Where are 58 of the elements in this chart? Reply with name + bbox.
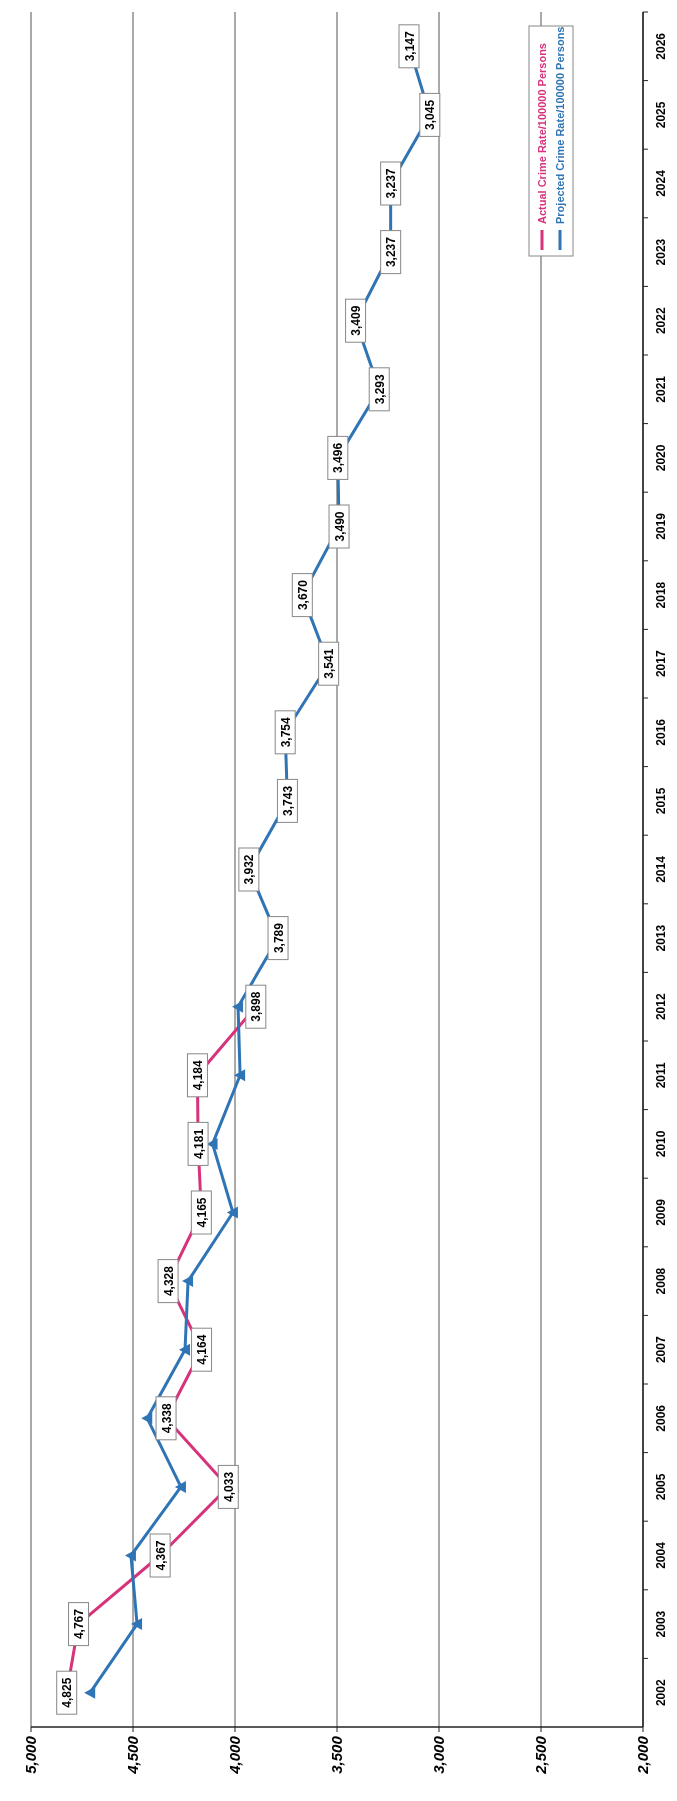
- y-tick-label: 2016: [654, 718, 669, 746]
- y-tick-label: 2004: [654, 1541, 669, 1569]
- data-label: 4,367: [153, 1540, 168, 1571]
- data-label: 3,789: [271, 922, 286, 954]
- y-tick-label: 2026: [654, 32, 669, 60]
- data-label: 3,496: [331, 442, 346, 473]
- y-tick-label: 2020: [654, 444, 669, 472]
- data-label: 3,237: [384, 168, 399, 199]
- data-label: 4,033: [221, 1471, 236, 1502]
- x-tick-label: 2,000: [634, 1735, 652, 1775]
- y-tick-label: 2018: [654, 581, 669, 609]
- x-tick-label: 4,000: [226, 1735, 244, 1775]
- y-tick-label: 2014: [654, 855, 669, 883]
- data-label: 4,181: [191, 1128, 206, 1159]
- data-label: 4,164: [195, 1334, 210, 1365]
- data-label: 3,743: [280, 785, 295, 816]
- y-tick-label: 2012: [654, 993, 669, 1021]
- data-label: 4,328: [161, 1265, 176, 1297]
- data-label: 4,165: [194, 1197, 209, 1228]
- x-tick-label: 4,500: [124, 1735, 142, 1775]
- data-label: 3,045: [423, 99, 438, 130]
- y-tick-label: 2011: [654, 1061, 669, 1089]
- data-label: 3,237: [384, 236, 399, 268]
- y-tick-label: 2003: [654, 1610, 669, 1638]
- y-tick-label: 2023: [654, 238, 669, 266]
- y-tick-label: 2021: [654, 375, 669, 403]
- y-tick-label: 2017: [654, 650, 669, 678]
- data-label: 4,767: [72, 1608, 87, 1640]
- y-tick-label: 2015: [654, 787, 669, 815]
- y-tick-label: 2010: [654, 1130, 669, 1158]
- data-label: 3,409: [349, 305, 364, 336]
- y-tick-label: 2013: [654, 924, 669, 952]
- y-tick-label: 2024: [654, 169, 669, 197]
- x-tick-label: 5,000: [22, 1735, 40, 1774]
- data-label: 3,898: [249, 991, 264, 1022]
- y-tick-label: 2007: [654, 1336, 669, 1364]
- y-tick-label: 2008: [654, 1267, 669, 1295]
- data-label: 3,932: [242, 854, 257, 885]
- data-label: 3,293: [372, 373, 387, 405]
- data-label: 3,490: [332, 511, 347, 542]
- y-tick-label: 2022: [654, 307, 669, 335]
- x-tick-label: 2,500: [532, 1735, 550, 1775]
- y-tick-label: 2002: [654, 1679, 669, 1707]
- data-label: 3,670: [295, 579, 310, 611]
- y-tick-label: 2009: [654, 1198, 669, 1226]
- y-tick-label: 2019: [654, 512, 669, 540]
- y-tick-label: 2025: [654, 101, 669, 129]
- data-label: 3,147: [402, 30, 417, 62]
- x-tick-label: 3,000: [430, 1735, 448, 1774]
- data-label: 4,338: [159, 1402, 174, 1434]
- data-label: 3,754: [278, 716, 293, 748]
- legend: Actual Crime Rate/100000 Persons Projected Crime Rate/100000 Persons: [528, 25, 574, 257]
- data-label: 4,184: [190, 1059, 205, 1091]
- data-label: 3,541: [322, 648, 337, 679]
- data-label: 4,825: [60, 1677, 75, 1708]
- y-tick-label: 2005: [654, 1473, 669, 1501]
- y-tick-label: 2006: [654, 1404, 669, 1432]
- x-tick-label: 3,500: [328, 1735, 346, 1774]
